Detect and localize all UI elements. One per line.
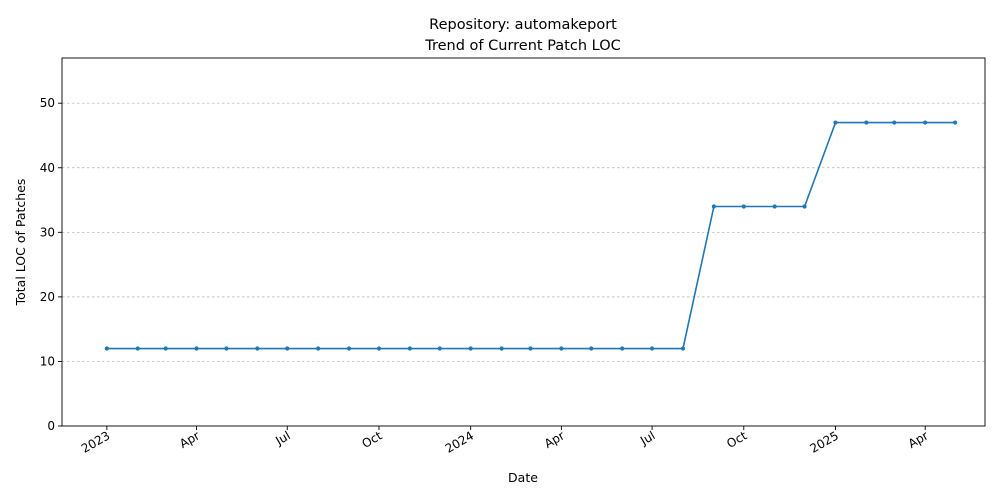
y-tick-label: 50 — [40, 96, 55, 110]
y-tick-label: 0 — [47, 419, 55, 433]
data-point — [407, 346, 412, 351]
data-point — [499, 346, 504, 351]
series-line — [106, 121, 956, 350]
y-tick-label: 10 — [40, 354, 55, 368]
data-point — [194, 346, 199, 351]
data-point — [741, 204, 746, 209]
data-point — [711, 204, 716, 209]
data-point — [559, 346, 564, 351]
chart-title: Repository: automakeport — [429, 17, 617, 33]
x-tick-label: Apr — [177, 428, 202, 451]
data-point — [346, 346, 352, 351]
data-point — [437, 346, 442, 351]
data-point — [952, 120, 958, 125]
x-tick-label: Apr — [906, 428, 931, 451]
data-point — [468, 346, 473, 351]
chart-subtitle: Trend of Current Patch LOC — [424, 38, 620, 54]
series-line-group — [104, 120, 958, 351]
data-point — [620, 346, 625, 351]
x-tick-label: 2023 — [79, 428, 112, 455]
x-axis: 2023 Apr Jul Oct 2024 Apr Jul Oct 2025 Apr — [79, 426, 931, 456]
y-axis: 0 10 20 30 40 50 — [40, 96, 62, 433]
x-tick-label: 2024 — [443, 428, 476, 455]
y-axis-title: Total LOC of Patches — [13, 179, 28, 307]
data-point — [255, 346, 260, 351]
data-point — [833, 120, 838, 125]
plot-frame — [61, 57, 986, 427]
gridlines — [62, 102, 985, 362]
x-tick-label: Jul — [272, 428, 292, 448]
data-point — [528, 346, 533, 351]
x-tick-label: 2025 — [808, 428, 841, 455]
y-tick-label: 20 — [40, 290, 55, 304]
data-point — [163, 346, 168, 351]
data-point — [892, 120, 897, 125]
data-point — [224, 346, 229, 351]
data-point — [589, 346, 594, 351]
data-point — [680, 346, 686, 351]
x-tick-label: Oct — [724, 428, 749, 451]
x-tick-label: Oct — [359, 428, 384, 451]
data-point — [285, 346, 290, 351]
data-point — [135, 346, 140, 351]
data-point — [376, 346, 382, 351]
data-point — [802, 204, 807, 209]
y-tick-label: 40 — [40, 161, 55, 175]
data-point — [104, 346, 109, 351]
x-tick-label: Jul — [637, 428, 657, 448]
x-axis-title: Date — [508, 470, 538, 485]
data-point — [772, 204, 777, 209]
y-tick-label: 30 — [40, 225, 55, 239]
data-point — [316, 346, 321, 351]
data-point — [649, 346, 655, 351]
data-point — [923, 120, 928, 125]
x-tick-label: Apr — [542, 428, 567, 451]
data-point — [864, 120, 869, 125]
